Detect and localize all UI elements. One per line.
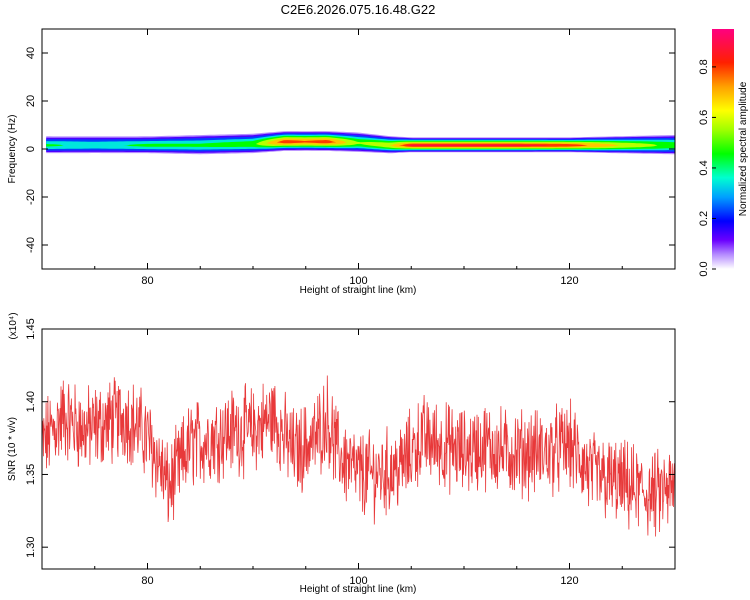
spectrogram-contour-8 [46,141,675,147]
snr-x-tick-label-0: 80 [141,575,153,587]
snr-y-tick-label-1: 1.35 [25,464,37,485]
snr-series-line [42,375,675,537]
spectrogram-y-tick-label-0: -40 [25,237,37,253]
snr-y-multiplier: (x10⁴) [8,312,19,339]
colorbar-ticks: 0.0 0.2 0.4 0.6 0.8 [698,59,716,277]
snr-x-tick-label-2: 120 [560,575,578,587]
colorbar: 0.0 0.2 0.4 0.6 0.8 Normalized spectral ampl… [698,29,749,277]
snr-y-label: SNR (10 * v/v) [7,417,18,481]
colorbar-tick-label-4: 0.8 [698,59,710,74]
spectrogram-x-tick-label-0: 80 [141,275,153,287]
spectrogram-ticks: 80 100 120 -40 -20 0 20 40 [25,29,676,287]
spectrogram-x-tick-label-1: 100 [349,275,367,287]
spectrogram-y-tick-label-1: -20 [25,189,37,205]
spectrogram-y-label: Frequency (Hz) [7,115,18,184]
spectrogram-x-label: Height of straight line (km) [300,285,417,296]
spectrogram-y-tick-label-3: 20 [25,95,37,107]
snr-x-tick-label-1: 100 [349,575,367,587]
colorbar-tick-label-0: 0.0 [698,261,710,276]
colorbar-label: Normalized spectral amplitude [738,81,749,216]
colorbar-tick-label-3: 0.6 [698,110,710,125]
colorbar-bar [712,29,734,269]
colorbar-tick-label-1: 0.2 [698,211,710,226]
snr-y-tick-label-0: 1.30 [25,536,37,557]
spectrogram-y-tick-label-4: 40 [25,47,37,59]
snr-panel: 80 100 120 1.30 1.35 1.40 1.45 Height of strai… [7,312,676,595]
spectrogram-y-tick-label-2: 0 [25,146,37,152]
colorbar-tick-label-2: 0.4 [698,160,710,175]
snr-x-label: Height of straight line (km) [300,584,417,595]
snr-y-tick-label-2: 1.40 [25,391,37,412]
snr-ticks: 80 100 120 1.30 1.35 1.40 1.45 [25,318,676,587]
snr-y-tick-label-3: 1.45 [25,318,37,339]
figure-title: C2E6.2026.075.16.48.G22 [281,2,436,17]
spectrogram-x-tick-label-2: 120 [560,275,578,287]
spectrogram-image [46,131,675,155]
spectrogram-panel: 80 100 120 -40 -20 0 20 40 Height of straight l… [7,28,676,296]
